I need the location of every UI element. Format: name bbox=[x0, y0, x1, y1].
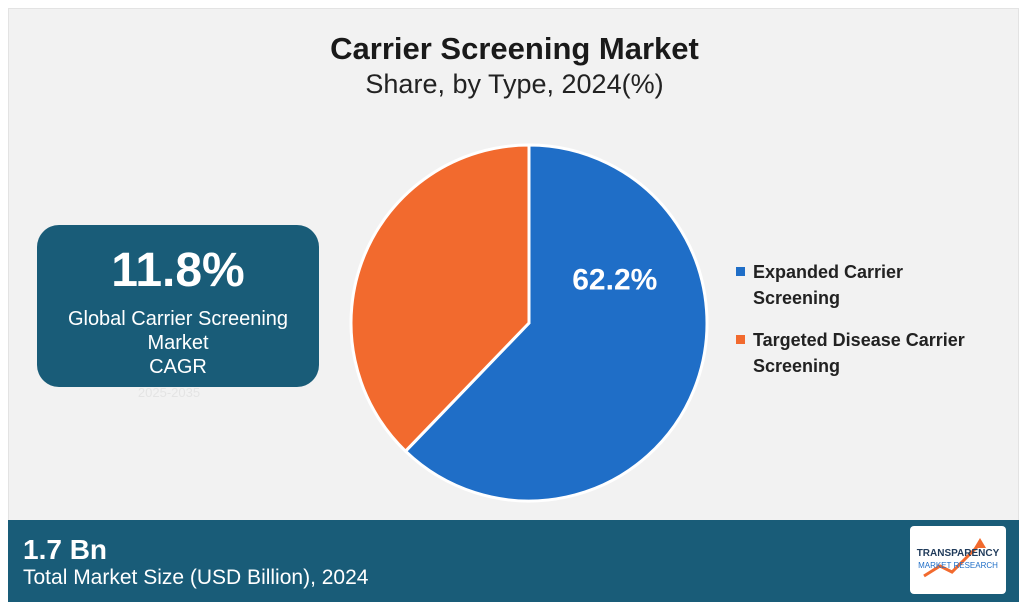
pie-slice-1 bbox=[349, 143, 531, 454]
cagr-label: Global Carrier Screening Market CAGR bbox=[37, 307, 319, 379]
chart-subtitle: Share, by Type, 2024(%) bbox=[365, 69, 664, 99]
legend-label-targeted-line2: Screening bbox=[753, 356, 841, 376]
chart-title: Carrier Screening Market bbox=[330, 31, 699, 66]
chart-legend: Expanded Carrier Screening Targeted Dise… bbox=[736, 259, 1016, 395]
logo-text-line1: TRANSPARENCY bbox=[917, 548, 1000, 559]
market-size-value: 1.7 Bn bbox=[23, 534, 108, 565]
cagr-label-line3: CAGR bbox=[149, 356, 207, 378]
legend-label-expanded-line1: Expanded Carrier bbox=[753, 262, 904, 282]
market-size-label: Total Market Size (USD Billion), 2024 bbox=[23, 566, 369, 589]
growth-arrow-icon: TRANSPARENCY MARKET RESEARCH bbox=[917, 538, 1000, 578]
legend-label-targeted: Targeted Disease Carrier Screening bbox=[753, 327, 965, 379]
pie-slice-0 bbox=[403, 143, 709, 503]
cagr-value: 11.8% bbox=[111, 244, 245, 297]
cagr-box: 11.8% Global Carrier Screening Market CA… bbox=[37, 225, 319, 387]
cagr-label-line2: Market bbox=[147, 332, 209, 354]
chart-frame: Carrier Screening Market Share, by Type,… bbox=[8, 8, 1019, 602]
legend-item-targeted: Targeted Disease Carrier Screening bbox=[736, 327, 1016, 379]
legend-swatch-targeted bbox=[736, 335, 745, 344]
cagr-label-line1: Global Carrier Screening bbox=[67, 308, 289, 330]
cagr-period: 2025-2035 bbox=[137, 385, 201, 400]
company-logo: TRANSPARENCY MARKET RESEARCH bbox=[910, 526, 1006, 594]
legend-label-targeted-line1: Targeted Disease Carrier bbox=[753, 330, 965, 350]
legend-label-expanded: Expanded Carrier Screening bbox=[753, 259, 903, 311]
legend-swatch-expanded bbox=[736, 267, 745, 276]
footer-bar: 1.7 Bn Total Market Size (USD Billion), … bbox=[8, 520, 1019, 602]
logo-text-line2: MARKET RESEARCH bbox=[918, 561, 998, 570]
pie-chart: 62.2% bbox=[349, 143, 709, 503]
legend-item-expanded: Expanded Carrier Screening bbox=[736, 259, 1016, 311]
legend-label-expanded-line2: Screening bbox=[753, 288, 841, 308]
pie-slice-label-0: 62.2% bbox=[572, 264, 657, 297]
